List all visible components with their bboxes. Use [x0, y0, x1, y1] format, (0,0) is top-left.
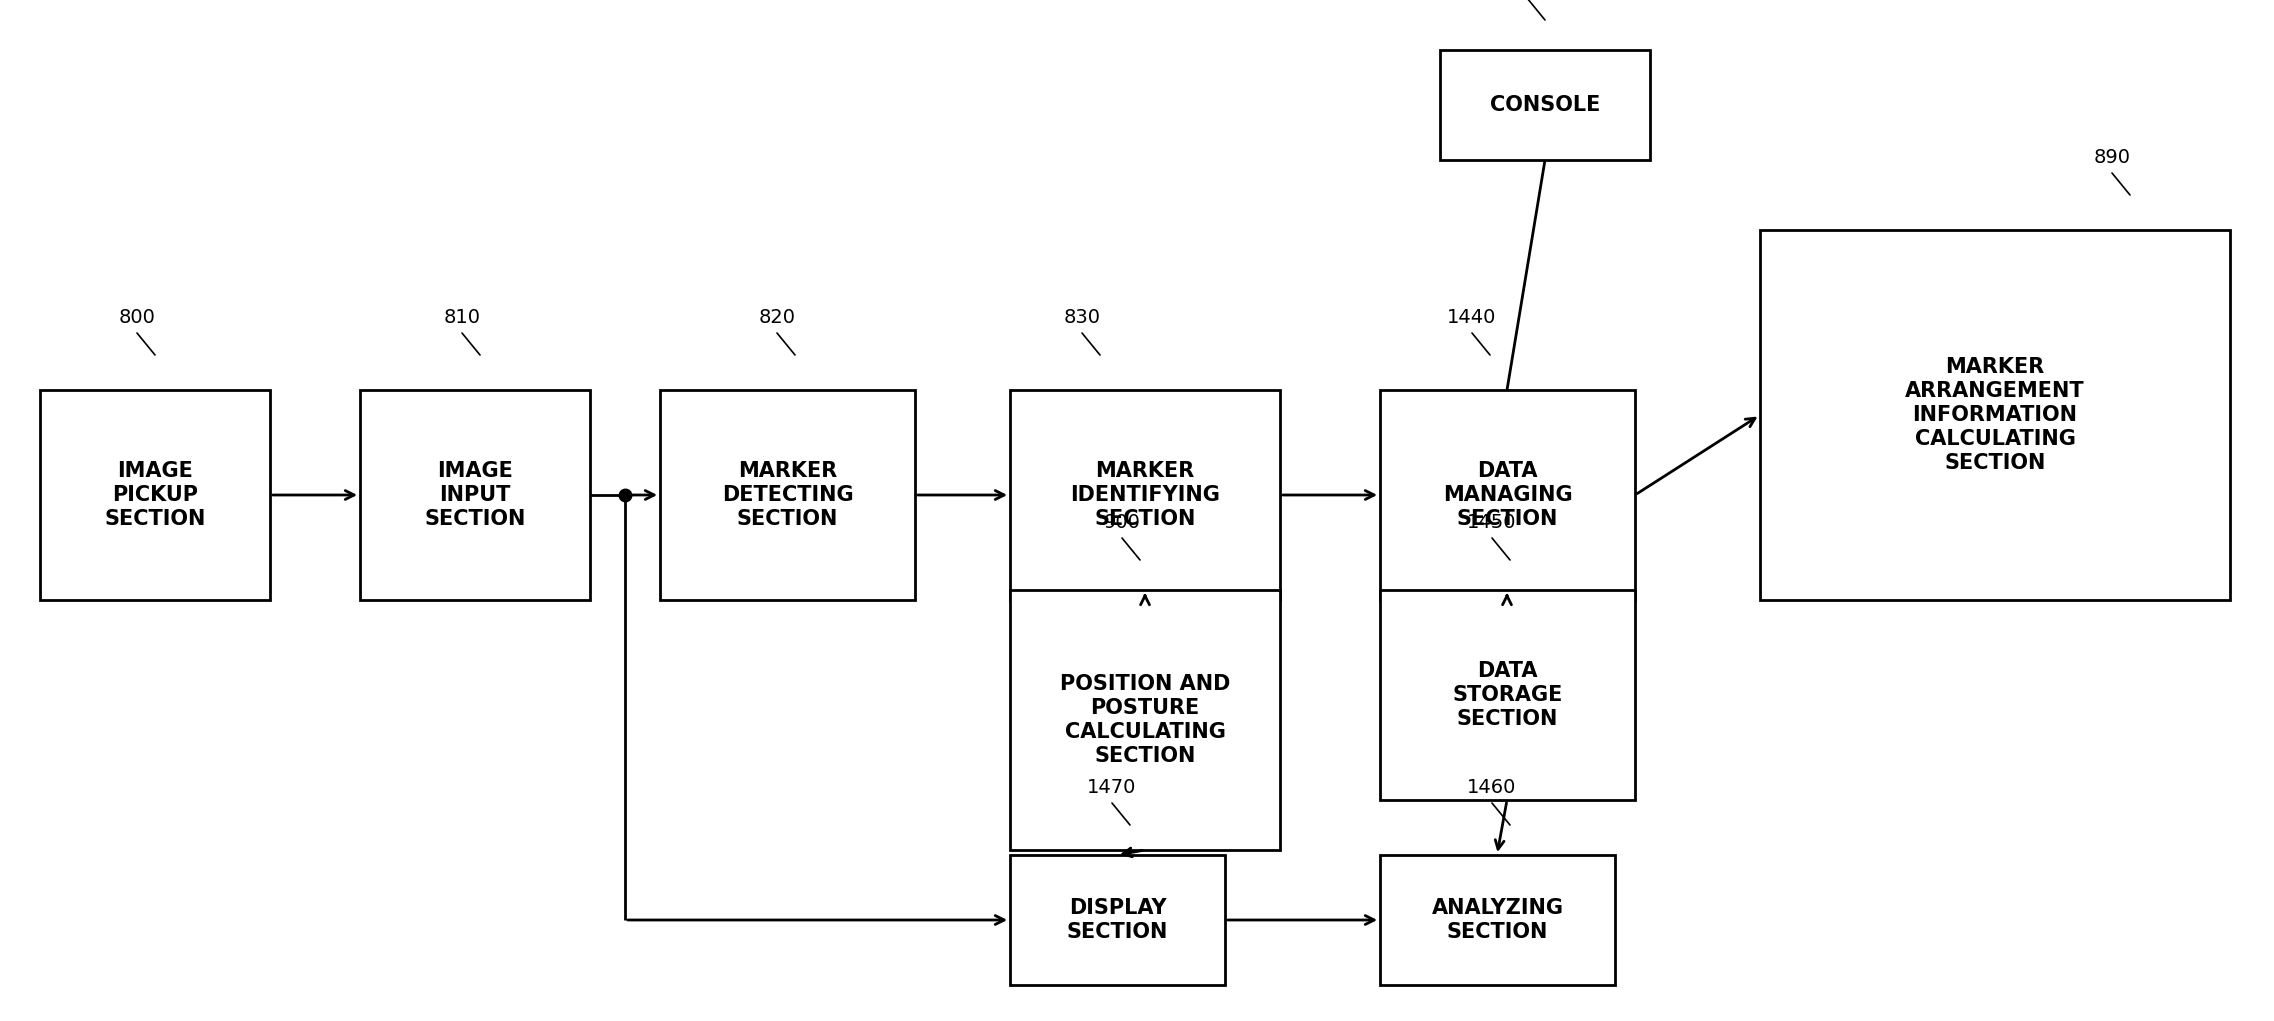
- Text: IMAGE
PICKUP
SECTION: IMAGE PICKUP SECTION: [105, 461, 205, 529]
- Text: 820: 820: [760, 308, 796, 327]
- Bar: [1010, 855, 1226, 985]
- Text: MARKER
ARRANGEMENT
INFORMATION
CALCULATING
SECTION: MARKER ARRANGEMENT INFORMATION CALCULATI…: [1906, 357, 2085, 473]
- Bar: [1010, 390, 1280, 600]
- Bar: [1010, 590, 1280, 850]
- Bar: [1380, 590, 1635, 800]
- Text: 810: 810: [443, 308, 480, 327]
- Text: 900: 900: [1103, 513, 1142, 532]
- Text: DATA
STORAGE
SECTION: DATA STORAGE SECTION: [1453, 661, 1562, 729]
- Bar: [1380, 390, 1635, 600]
- Text: DISPLAY
SECTION: DISPLAY SECTION: [1067, 898, 1169, 942]
- Bar: [41, 390, 271, 600]
- Text: 1450: 1450: [1467, 513, 1517, 532]
- Text: 1470: 1470: [1087, 778, 1137, 797]
- Text: MARKER
IDENTIFYING
SECTION: MARKER IDENTIFYING SECTION: [1071, 461, 1219, 529]
- Text: ANALYZING
SECTION: ANALYZING SECTION: [1433, 898, 1565, 942]
- Bar: [359, 390, 589, 600]
- Text: 1440: 1440: [1446, 308, 1496, 327]
- Bar: [1380, 855, 1615, 985]
- Text: 1460: 1460: [1467, 778, 1517, 797]
- Bar: [1760, 230, 2231, 600]
- Text: CONSOLE: CONSOLE: [1489, 95, 1601, 115]
- Text: IMAGE
INPUT
SECTION: IMAGE INPUT SECTION: [425, 461, 525, 529]
- Text: MARKER
DETECTING
SECTION: MARKER DETECTING SECTION: [721, 461, 853, 529]
- Text: POSITION AND
POSTURE
CALCULATING
SECTION: POSITION AND POSTURE CALCULATING SECTION: [1060, 674, 1230, 766]
- Text: DATA
MANAGING
SECTION: DATA MANAGING SECTION: [1442, 461, 1571, 529]
- Text: 830: 830: [1064, 308, 1101, 327]
- Bar: [659, 390, 914, 600]
- Text: 800: 800: [118, 308, 155, 327]
- Text: 890: 890: [2094, 148, 2131, 167]
- Bar: [1439, 50, 1651, 160]
